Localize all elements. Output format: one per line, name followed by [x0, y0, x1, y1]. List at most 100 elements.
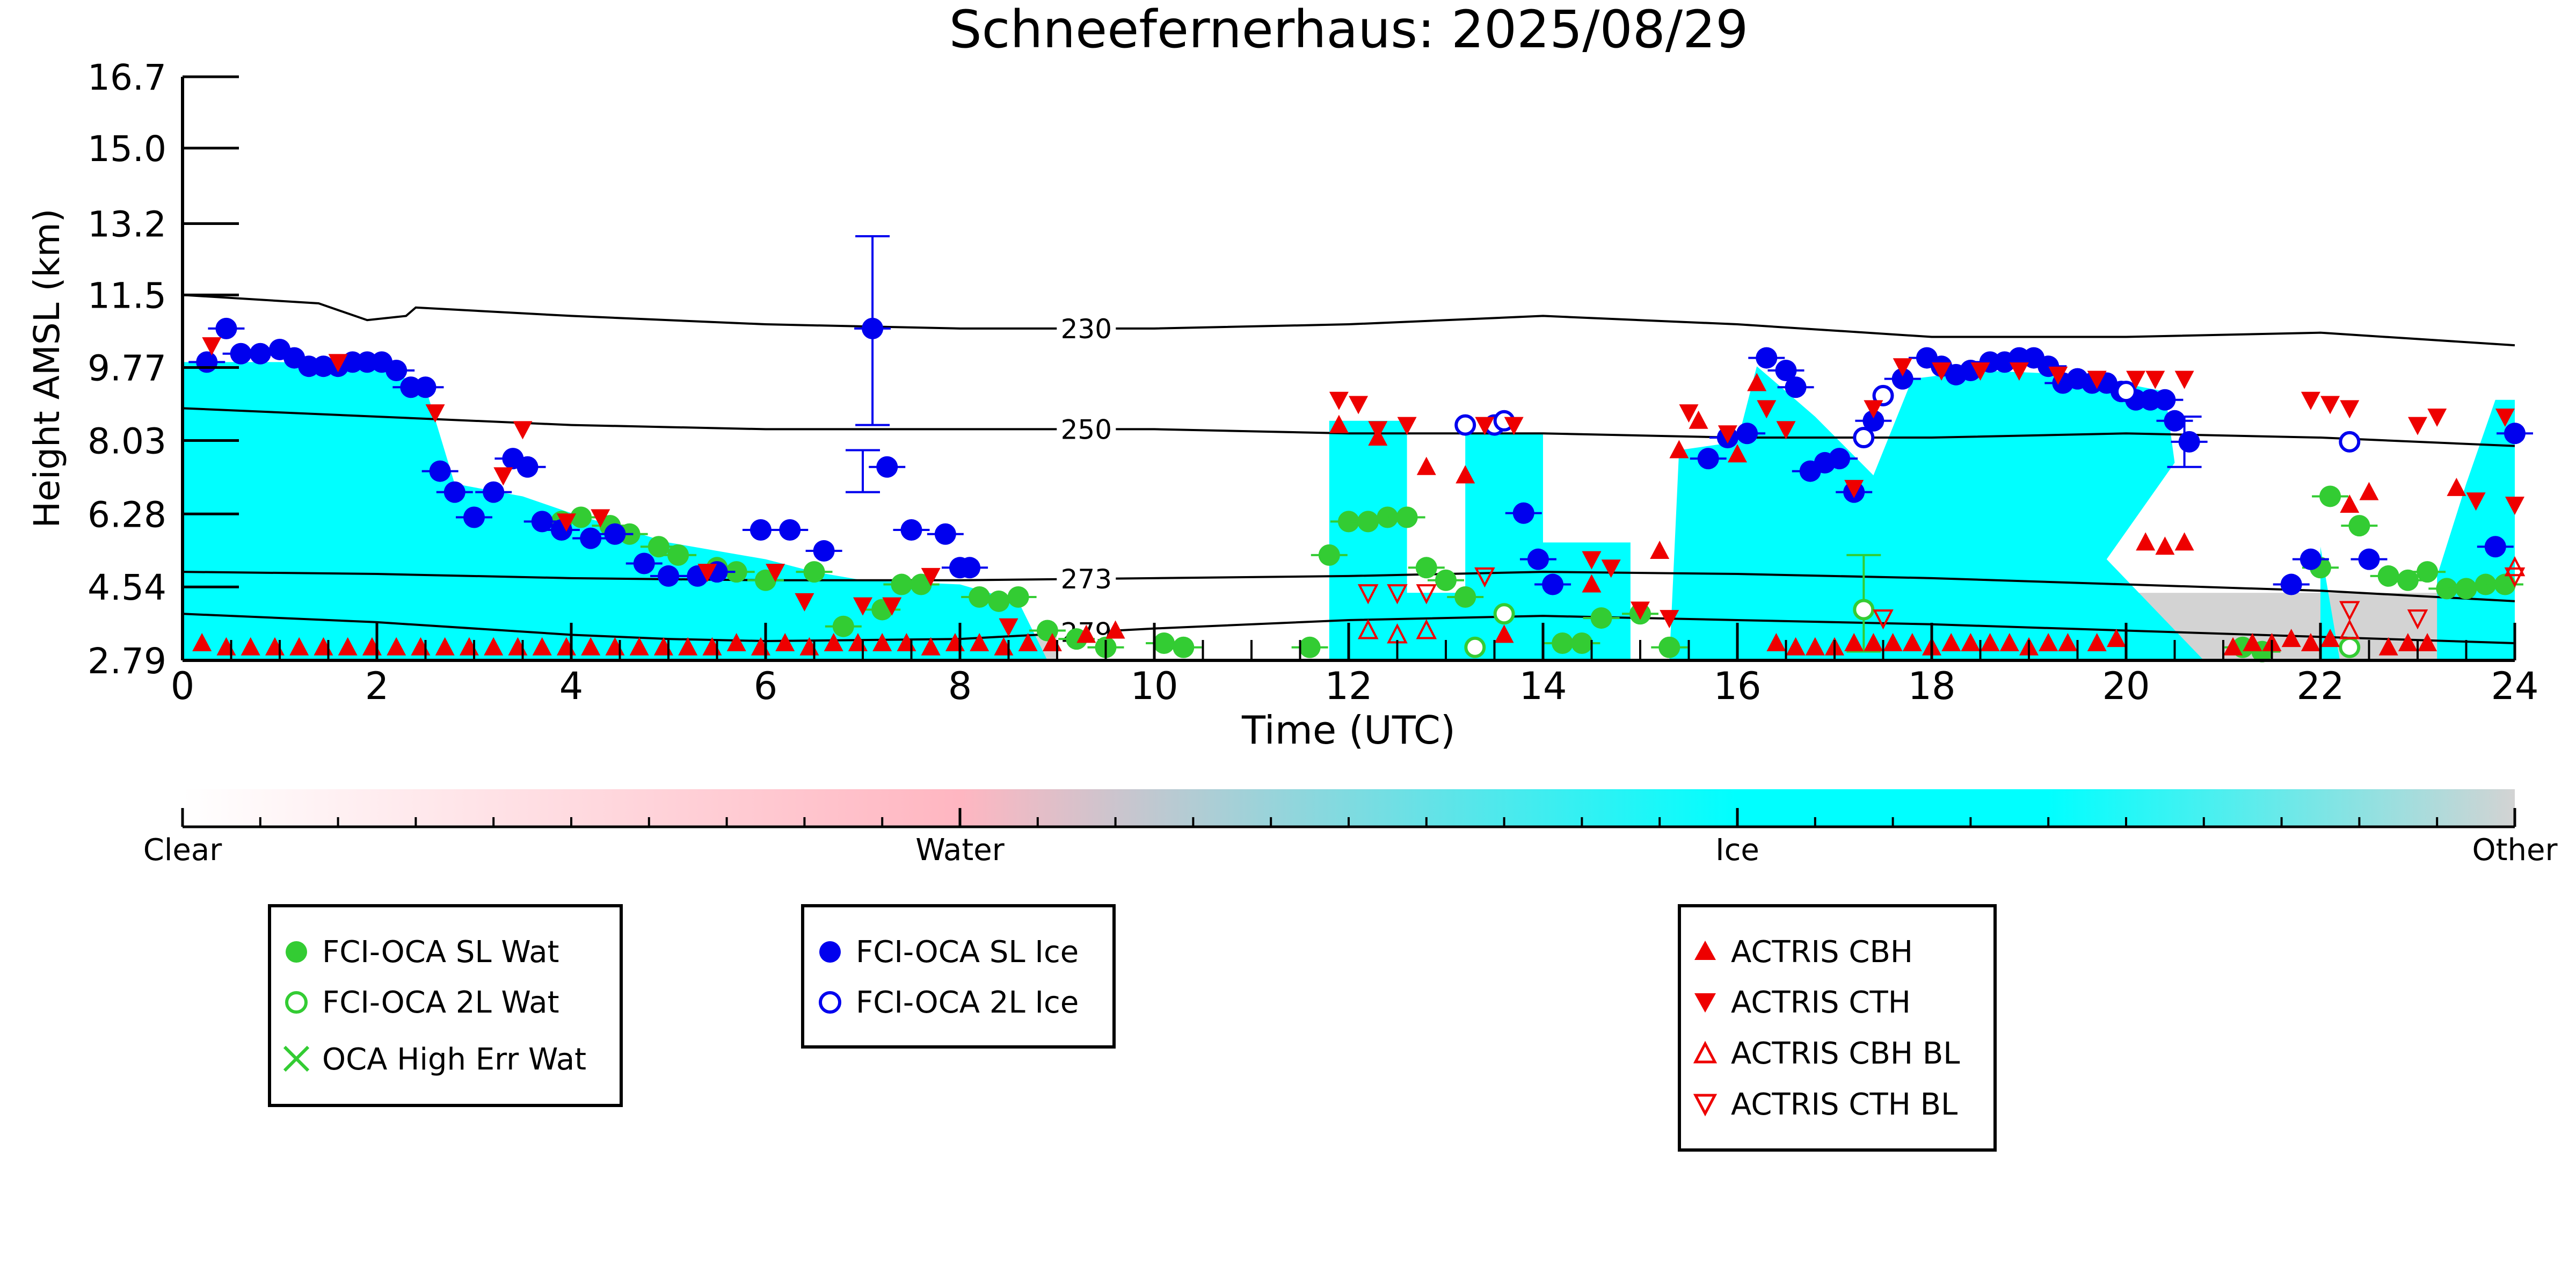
- marker-fci-oca-sl-wat-5: [667, 544, 689, 566]
- legend-actris: ACTRIS CBH ACTRIS CTH ACTRIS CBH BL ACTR…: [1678, 904, 1997, 1152]
- marker-fci-oca-sl-ice-39: [1527, 548, 1549, 570]
- contour-label-273: 273: [1061, 564, 1112, 595]
- y-tick-label-15.0: 15.0: [88, 128, 166, 170]
- marker-fci-oca-sl-ice-40: [1542, 573, 1564, 595]
- marker-fci-oca-sl-ice-44: [1756, 347, 1778, 369]
- x-tick-label-16: 16: [1713, 664, 1761, 708]
- contour-label-230: 230: [1061, 314, 1112, 345]
- marker-actris-cbh-32: [970, 632, 989, 651]
- marker-actris-cth-bl-3: [1474, 567, 1495, 588]
- marker-fci-oca-sl-wat-30: [1454, 586, 1476, 608]
- marker-actris-cth-38: [2174, 370, 2194, 389]
- marker-actris-cth-8: [766, 564, 785, 583]
- y-tick-label-2.79: 2.79: [88, 641, 166, 682]
- marker-fci-oca-sl-ice-73: [2300, 548, 2322, 570]
- marker-actris-cbh-47: [1728, 444, 1747, 463]
- legend-swatch-2l-ice: [819, 991, 841, 1014]
- marker-fci-oca-sl-wat-41: [2377, 565, 2399, 587]
- y-tick-label-13.2: 13.2: [88, 204, 166, 245]
- marker-fci-oca-sl-ice-14: [414, 376, 436, 398]
- marker-fci-oca-sl-wat-23: [1318, 544, 1340, 566]
- colorbar-label-clear: Clear: [143, 833, 222, 868]
- legend-label-sl-wat: FCI-OCA SL Wat: [322, 935, 559, 970]
- marker-actris-cbh-70: [2223, 637, 2243, 656]
- marker-fci-oca-sl-wat-10: [832, 615, 854, 637]
- contour-label-bg-230: [1057, 314, 1116, 343]
- marker-actris-cth-18: [1475, 417, 1495, 435]
- marker-actris-cth-35: [2087, 370, 2107, 389]
- marker-actris-cbh-10: [435, 637, 455, 656]
- legend-swatch-sl-wat: [286, 941, 307, 963]
- marker-fci-oca-sl-wat-33: [1590, 607, 1612, 629]
- marker-actris-cth-bl-6: [2407, 609, 2428, 630]
- y-tick-label-6.28: 6.28: [88, 494, 166, 535]
- marker-actris-cth-1: [328, 354, 348, 373]
- marker-fci-oca-sl-ice-34: [900, 519, 922, 541]
- marker-actris-cbh-48: [1747, 373, 1767, 391]
- x-tick-label-22: 22: [2296, 664, 2344, 708]
- marker-actris-cbh-bl-4: [2504, 556, 2526, 577]
- marker-actris-cth-21: [1601, 559, 1621, 578]
- marker-fci-oca-sl-ice-41: [1697, 448, 1719, 470]
- marker-fci-oca-sl-wat-44: [2436, 578, 2458, 600]
- marker-actris-cth-4: [493, 467, 513, 486]
- marker-actris-cbh-18: [629, 637, 649, 656]
- marker-fci-oca-sl-wat-4: [647, 536, 670, 558]
- marker-actris-cth-bl-2: [1416, 584, 1437, 605]
- marker-actris-cbh-37: [1105, 620, 1125, 639]
- marker-actris-cth-24: [1679, 404, 1699, 423]
- marker-fci-oca-sl-ice-12: [385, 360, 407, 382]
- marker-actris-cbh-bl-3: [2339, 619, 2360, 639]
- marker-actris-cth-17: [1397, 417, 1417, 435]
- marker-fci-oca-sl-ice-20: [516, 456, 539, 478]
- marker-actris-cbh-4: [289, 637, 309, 656]
- marker-fci-oca-sl-wat-31: [1552, 632, 1574, 654]
- marker-actris-cbh-44: [1650, 541, 1670, 559]
- marker-fci-oca-sl-ice-69: [2154, 389, 2176, 411]
- marker-actris-cbh-bl-0: [1357, 619, 1379, 639]
- marker-fci-oca-sl-wat-20: [1153, 632, 1175, 654]
- marker-actris-cbh-bl-2: [1416, 619, 1437, 639]
- marker-fci-oca-2l-ice-6: [2339, 431, 2361, 453]
- marker-actris-cbh-71: [2243, 632, 2262, 651]
- marker-fci-oca-sl-ice-24: [604, 523, 626, 545]
- marker-actris-cbh-36: [1076, 624, 1096, 643]
- legend-water: FCI-OCA SL Wat FCI-OCA 2L Wat OCA High E…: [268, 904, 623, 1107]
- marker-fci-oca-sl-wat-21: [1173, 636, 1195, 658]
- marker-actris-cbh-14: [532, 637, 552, 656]
- legend-swatch-sl-ice: [819, 941, 841, 963]
- marker-actris-cth-46: [2505, 497, 2524, 515]
- marker-fci-oca-sl-wat-8: [755, 569, 776, 591]
- marker-fci-oca-2l-wat-3: [2339, 636, 2361, 658]
- marker-actris-cbh-61: [1999, 632, 2019, 651]
- marker-actris-cbh-65: [2087, 632, 2107, 651]
- chart-title: Schneefernerhaus: 2025/08/29: [949, 0, 1749, 60]
- marker-fci-oca-sl-wat-45: [2455, 578, 2477, 600]
- marker-fci-oca-sl-wat-15: [988, 590, 1010, 612]
- colorbar-label-ice: Ice: [1715, 833, 1759, 868]
- marker-fci-oca-sl-wat-14: [969, 586, 991, 608]
- marker-actris-cbh-54: [1864, 632, 1883, 651]
- marker-fci-oca-sl-ice-2: [230, 343, 252, 365]
- temperature-contours: 230250273279: [183, 294, 2515, 648]
- marker-fci-oca-sl-wat-42: [2397, 569, 2419, 591]
- marker-fci-oca-sl-ice-46: [1785, 376, 1807, 398]
- legend-label-cbh: ACTRIS CBH: [1731, 935, 1913, 970]
- marker-actris-cbh-42: [1494, 624, 1514, 643]
- contour-250: [183, 407, 2515, 447]
- marker-actris-cth-9: [795, 593, 814, 612]
- marker-actris-cth-10: [853, 597, 872, 616]
- marker-fci-oca-sl-wat-1: [570, 506, 592, 528]
- marker-fci-oca-sl-ice-43: [1736, 423, 1758, 445]
- marker-actris-cbh-58: [1941, 632, 1961, 651]
- x-tick-label-2: 2: [365, 664, 389, 708]
- marker-fci-oca-sl-wat-26: [1377, 506, 1399, 528]
- marker-actris-cbh-20: [678, 637, 698, 656]
- marker-actris-cth-0: [202, 337, 222, 356]
- y-tick-label-8.03: 8.03: [88, 421, 166, 462]
- marker-fci-oca-sl-ice-30: [779, 519, 801, 541]
- marker-fci-oca-2l-ice-0: [1454, 414, 1476, 436]
- marker-actris-cth-11: [882, 597, 902, 616]
- marker-fci-oca-sl-wat-43: [2417, 561, 2439, 583]
- marker-fci-oca-sl-ice-75: [2484, 536, 2506, 558]
